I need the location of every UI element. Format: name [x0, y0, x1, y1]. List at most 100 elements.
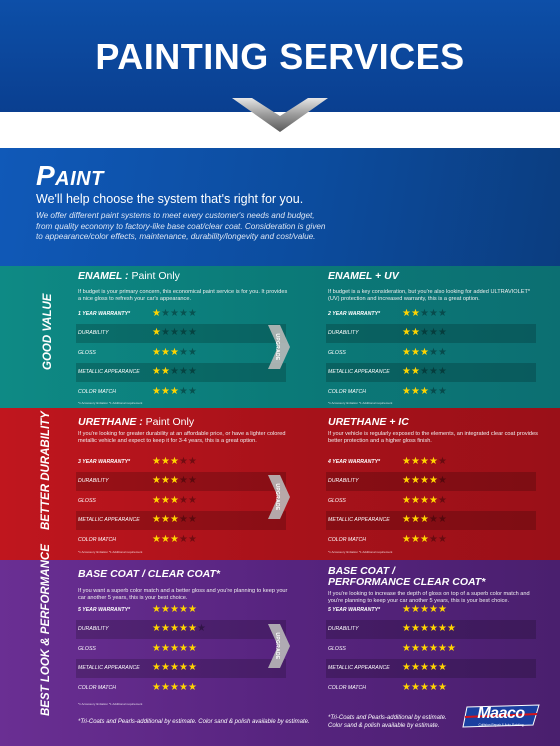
rating-row: METALLIC APPEARANCE ★ ★ ★ ★ ★ — [326, 510, 536, 530]
star-icon: ★ — [411, 307, 420, 319]
star-icon: ★ — [161, 662, 170, 674]
rating-label: 5 YEAR WARRANTY* — [78, 606, 131, 613]
performance-description: If you're looking to increase the depth … — [328, 591, 530, 604]
base-coat-clear-coat-header: BASE COAT / CLEAR COAT* If you want a su… — [78, 568, 288, 602]
enamel-uv-description: If budget is a key consideration, but yo… — [328, 289, 531, 302]
page-title: PAINTING SERVICES — [95, 36, 465, 77]
star-rating: ★ ★ ★ ★ ★ — [402, 515, 447, 525]
rating-label: COLOR MATCH — [78, 388, 116, 395]
rating-row: METALLIC APPEARANCE ★ ★ ★ ★ ★ — [326, 362, 536, 382]
star-icon: ★ — [447, 623, 456, 635]
star-icon: ★ — [420, 385, 429, 397]
rating-label: 3 YEAR WARRANTY* — [78, 458, 131, 465]
rating-row: 5 YEAR WARRANTY* ★ ★ ★ ★ ★ — [326, 600, 536, 620]
side-label-better-durability: BETTER DURABILITY — [40, 411, 52, 530]
rating-row: 5 YEAR WARRANTY* ★ ★ ★ ★ ★ — [76, 600, 286, 620]
star-icon: ★ — [420, 327, 429, 339]
base-coat-fineprint: *1 Accessory limitation *1 Additional re… — [78, 702, 143, 706]
rating-label: 4 YEAR WARRANTY* — [328, 458, 381, 465]
maaco-logo-icon — [462, 704, 540, 728]
rating-row: 4 YEAR WARRANTY* ★ ★ ★ ★ ★ — [326, 452, 536, 472]
rating-label: GLOSS — [78, 645, 96, 652]
performance-title-line1: BASE COAT / — [328, 565, 395, 577]
star-rating: ★ ★ ★ ★ ★ — [152, 346, 197, 358]
star-rating: ★ ★ ★ ★ ★ — [402, 663, 447, 673]
rating-label: METALLIC APPEARANCE — [78, 517, 140, 524]
star-rating: ★ ★ ★ ★ ★ — [402, 346, 447, 358]
star-rating: ★ ★ ★ ★ ★ — [402, 476, 447, 486]
star-icon: ★ — [161, 327, 170, 339]
star-icon: ★ — [402, 533, 411, 545]
star-icon: ★ — [188, 514, 197, 526]
star-icon: ★ — [161, 475, 170, 487]
star-icon: ★ — [179, 623, 188, 635]
star-rating: ★ ★ ★ ★ ★ — [152, 603, 197, 615]
star-icon: ★ — [429, 475, 438, 487]
star-icon: ★ — [161, 642, 170, 654]
star-icon: ★ — [411, 366, 420, 378]
star-icon: ★ — [152, 307, 161, 319]
rating-row: 2 YEAR WARRANTY* ★ ★ ★ ★ ★ — [326, 304, 536, 324]
star-icon: ★ — [438, 346, 447, 358]
star-icon: ★ — [438, 603, 447, 615]
star-rating: ★ ★ ★ ★ ★ — [152, 367, 197, 377]
rating-label: DURABILITY — [328, 478, 359, 485]
star-icon: ★ — [152, 475, 161, 487]
star-icon: ★ — [188, 307, 197, 319]
star-icon: ★ — [438, 455, 447, 467]
rating-row: 3 YEAR WARRANTY* ★ ★ ★ ★ ★ — [76, 452, 286, 472]
star-icon: ★ — [411, 385, 420, 397]
star-icon: ★ — [161, 603, 170, 615]
rating-row: COLOR MATCH ★ ★ ★ ★ ★ — [76, 382, 286, 402]
star-icon: ★ — [170, 475, 179, 487]
star-icon: ★ — [411, 681, 420, 693]
star-icon: ★ — [179, 346, 188, 358]
star-rating: ★ ★ ★ ★ ★ ★ — [402, 642, 456, 654]
star-icon: ★ — [188, 623, 197, 635]
rating-row: GLOSS ★ ★ ★ ★ ★ — [76, 343, 286, 363]
star-icon: ★ — [420, 533, 429, 545]
star-icon: ★ — [152, 455, 161, 467]
rating-label: METALLIC APPEARANCE — [328, 665, 390, 672]
star-rating: ★ ★ ★ ★ ★ — [152, 494, 197, 506]
star-icon: ★ — [161, 494, 170, 506]
star-icon: ★ — [402, 385, 411, 397]
star-icon: ★ — [188, 385, 197, 397]
star-icon: ★ — [179, 366, 188, 378]
star-rating: ★ ★ ★ ★ ★ — [402, 455, 447, 467]
star-icon: ★ — [170, 494, 179, 506]
star-rating: ★ ★ ★ ★ ★ — [402, 603, 447, 615]
chevron-down-icon — [232, 98, 328, 132]
star-icon: ★ — [420, 307, 429, 319]
upgrade-label: UPGRADE — [274, 483, 280, 511]
star-icon: ★ — [420, 494, 429, 506]
star-icon: ★ — [161, 533, 170, 545]
performance-clear-coat-header: BASE COAT / PERFORMANCE CLEAR COAT* If y… — [328, 566, 538, 605]
star-icon: ★ — [188, 327, 197, 339]
star-icon: ★ — [420, 603, 429, 615]
star-icon: ★ — [170, 514, 179, 526]
rating-row: COLOR MATCH ★ ★ ★ ★ ★ — [326, 678, 536, 698]
rating-label: 5 YEAR WARRANTY* — [328, 606, 381, 613]
star-icon: ★ — [447, 642, 456, 654]
logo-tagline: Collision Repair & Auto Painting — [478, 723, 524, 727]
urethane-ic-ratings: 4 YEAR WARRANTY* ★ ★ ★ ★ ★ DURABILITY ★ ★ ★ ★ ★ GLOS… — [326, 452, 536, 550]
star-icon: ★ — [170, 603, 179, 615]
enamel-uv-title: ENAMEL + UV — [328, 270, 399, 282]
rating-row: METALLIC APPEARANCE ★ ★ ★ ★ ★ — [326, 658, 536, 678]
star-icon: ★ — [438, 642, 447, 654]
star-icon: ★ — [188, 642, 197, 654]
star-icon: ★ — [161, 455, 170, 467]
star-icon: ★ — [402, 514, 411, 526]
star-icon: ★ — [420, 623, 429, 635]
star-rating: ★ ★ ★ ★ ★ — [402, 385, 447, 397]
rating-label: GLOSS — [328, 497, 346, 504]
star-icon: ★ — [402, 327, 411, 339]
star-icon: ★ — [411, 475, 420, 487]
star-icon: ★ — [152, 346, 161, 358]
enamel-uv-header: ENAMEL + UV If budget is a key considera… — [328, 270, 538, 303]
urethane-fineprint: *1 Accessory limitation *1 Additional re… — [78, 550, 143, 554]
star-icon: ★ — [402, 366, 411, 378]
base-coat-footnote: *Tri-Coats and Pearls-additional by esti… — [78, 719, 310, 725]
base-coat-description: If you want a superb color match and a b… — [78, 588, 288, 601]
